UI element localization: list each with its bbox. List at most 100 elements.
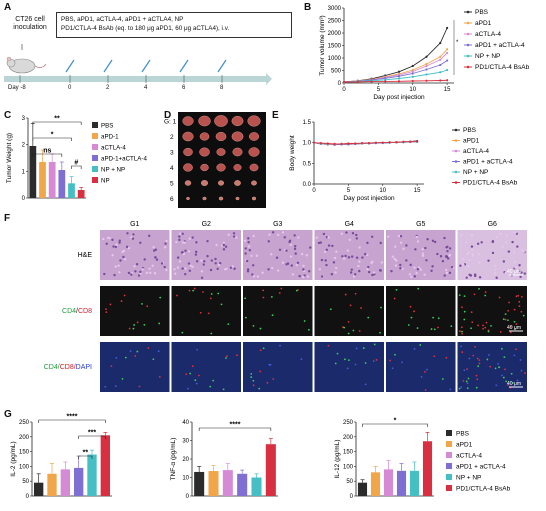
data-point	[411, 79, 414, 83]
cell-dot	[130, 273, 133, 276]
cell-dot	[441, 378, 444, 380]
group-label: G5	[416, 221, 425, 228]
cell-dot	[137, 274, 141, 277]
cell-dot	[130, 236, 133, 239]
cell-dot	[395, 288, 398, 291]
cell-dot	[507, 250, 511, 253]
cell-dot	[327, 244, 331, 247]
y-axis-label: Tumor Weight (g)	[6, 133, 13, 183]
cell-dot	[343, 326, 346, 329]
cell-dot	[302, 264, 305, 268]
cell-dot	[115, 243, 118, 246]
cell-dot	[480, 241, 483, 244]
cell-dot	[505, 241, 508, 244]
histology-tile	[171, 286, 241, 336]
cell-dot	[445, 254, 448, 258]
cell-dot	[367, 265, 370, 269]
cell-dot	[184, 267, 187, 270]
cell-dot	[348, 359, 350, 362]
cell-dot	[191, 365, 194, 368]
cell-dot	[504, 318, 507, 321]
cell-dot	[279, 344, 281, 347]
data-point	[326, 142, 329, 145]
data-point	[361, 141, 364, 145]
cell-dot	[493, 272, 496, 275]
group-label: G1	[130, 221, 139, 228]
cell-dot	[495, 235, 499, 239]
cell-dot	[233, 267, 236, 270]
y-tick-label: 0.5	[303, 161, 312, 167]
cell-dot	[322, 232, 326, 236]
cell-dot	[266, 381, 269, 384]
bar	[48, 162, 56, 198]
cell-dot	[222, 243, 226, 247]
data-point	[397, 75, 401, 78]
cell-dot	[514, 328, 517, 330]
tumor-photo: G: 1 2 3 4 5 6	[164, 112, 266, 208]
cell-dot	[193, 287, 196, 290]
panel-c-letter: C	[4, 110, 12, 121]
cell-dot	[490, 324, 492, 327]
tumor-specimen	[218, 196, 224, 201]
cell-dot	[227, 233, 230, 237]
cell-dot	[340, 232, 343, 235]
cell-dot	[419, 344, 422, 346]
cell-dot	[123, 294, 126, 297]
cell-dot	[158, 322, 161, 325]
cell-dot	[355, 347, 358, 350]
cell-dot	[466, 382, 469, 385]
cell-dot	[181, 232, 184, 235]
cell-dot	[355, 256, 359, 259]
cell-dot	[413, 275, 417, 278]
tumor-row-label: 6	[170, 196, 174, 203]
legend-label: PBS	[456, 431, 470, 438]
y-tick-label: 150	[19, 450, 30, 456]
cell-dot	[413, 266, 416, 269]
legend-swatch	[446, 485, 452, 491]
cell-dot	[410, 275, 413, 279]
cell-dot	[210, 332, 213, 335]
cell-dot	[181, 331, 184, 334]
histology-tile	[243, 286, 313, 336]
cell-dot	[293, 234, 296, 237]
cell-dot	[206, 239, 209, 243]
histology-tile	[457, 286, 527, 336]
data-point	[397, 70, 401, 73]
cell-dot	[364, 383, 367, 386]
cell-dot	[357, 264, 360, 268]
cell-dot	[148, 267, 151, 270]
cell-dot	[293, 247, 297, 251]
cell-dot	[394, 264, 398, 267]
tumor-specimen	[217, 180, 225, 186]
cell-dot	[358, 260, 361, 263]
sig-bracket	[198, 427, 272, 431]
cell-dot	[470, 248, 474, 252]
cell-dot	[503, 356, 506, 358]
data-point	[347, 142, 350, 145]
cell-dot	[458, 294, 461, 297]
cell-dot	[394, 245, 397, 248]
cell-dot	[148, 271, 152, 274]
y-tick-label: 10	[182, 476, 189, 482]
cell-dot	[515, 348, 517, 351]
cell-dot	[333, 256, 337, 260]
cell-dot	[200, 270, 204, 273]
histology-tile	[100, 286, 170, 336]
data-point	[411, 70, 414, 73]
cell-dot	[235, 236, 238, 239]
cell-dot	[127, 247, 131, 250]
cell-dot	[133, 265, 136, 268]
cell-dot	[463, 295, 466, 298]
cell-dot	[194, 253, 198, 256]
cell-dot	[471, 252, 474, 256]
cell-dot	[514, 231, 517, 234]
histology-grid: G1 G2 G3 G4 G5 G6 H&E 40 μm CD4/CD8 40 μm CD4/CD8/…	[44, 221, 527, 392]
legend-marker	[454, 160, 458, 163]
cell-dot	[379, 331, 381, 334]
cell-dot	[181, 267, 184, 270]
scale-bar-label: 40 μm	[507, 325, 521, 331]
y-tick-label: 0	[22, 196, 26, 202]
cell-dot	[306, 275, 310, 278]
